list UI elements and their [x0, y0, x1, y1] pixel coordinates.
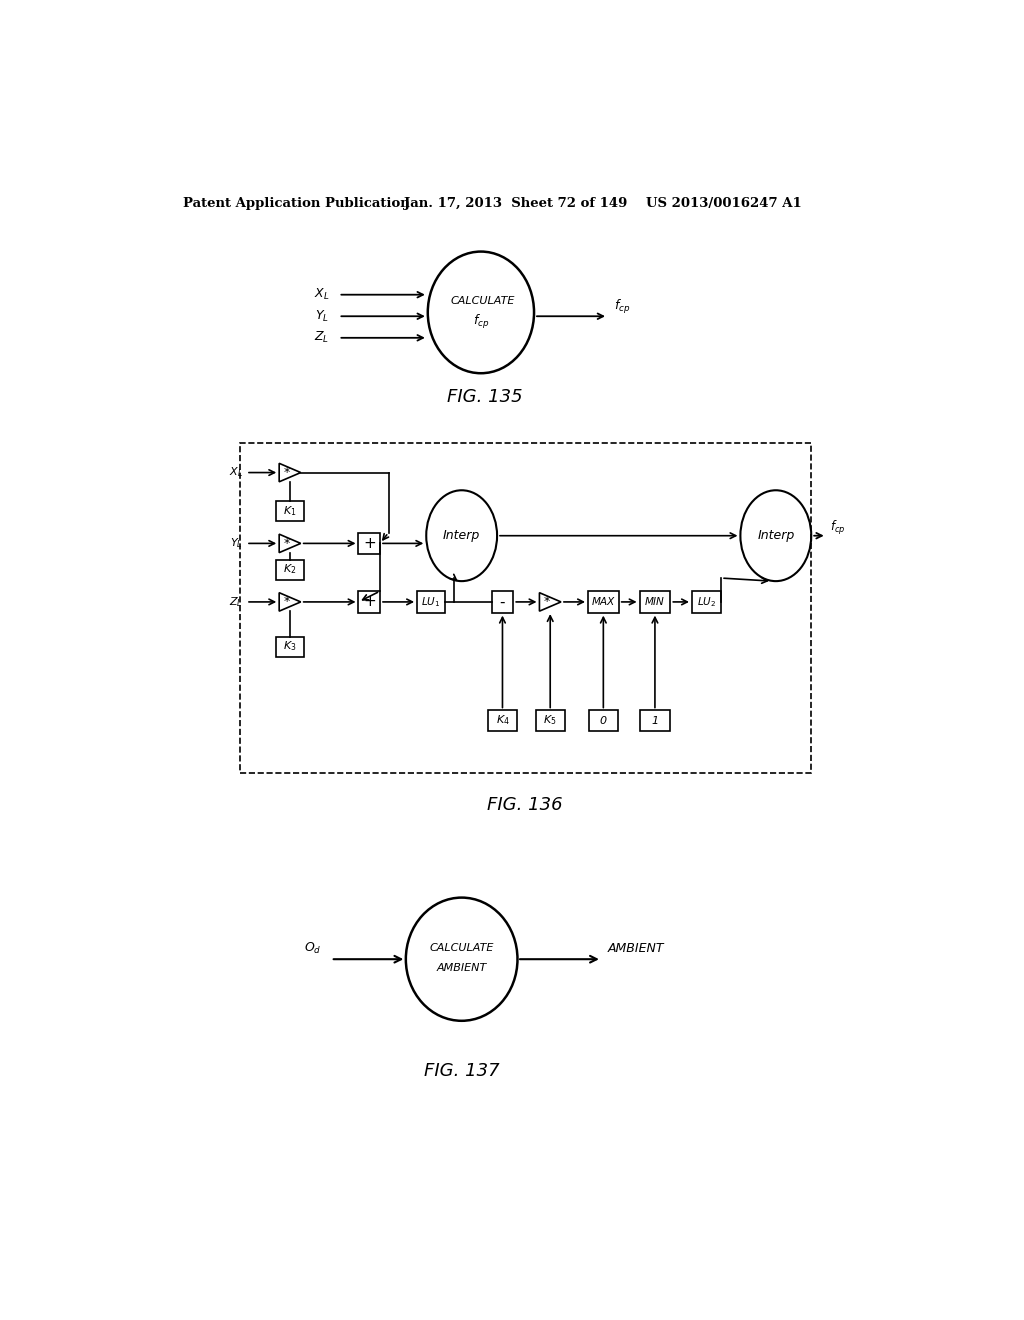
- Bar: [692, 591, 721, 612]
- Text: $X_L$: $X_L$: [313, 288, 330, 302]
- Text: *: *: [284, 595, 290, 609]
- Text: $K_1$: $K_1$: [284, 504, 297, 517]
- Text: $Z_L$: $Z_L$: [314, 330, 330, 346]
- Bar: [276, 502, 304, 521]
- Text: $O_d$: $O_d$: [304, 941, 322, 956]
- Text: Interp: Interp: [443, 529, 480, 543]
- Bar: [588, 591, 618, 612]
- Text: $Z_L$: $Z_L$: [229, 595, 243, 609]
- Text: $f_{cp}$: $f_{cp}$: [614, 298, 631, 315]
- Text: $f_{cp}$: $f_{cp}$: [473, 313, 489, 330]
- Bar: [358, 533, 380, 554]
- Bar: [417, 591, 444, 612]
- Text: Interp: Interp: [757, 529, 795, 543]
- Text: AMBIENT: AMBIENT: [436, 964, 486, 973]
- Text: $f_{cp}$: $f_{cp}$: [830, 519, 846, 537]
- Bar: [276, 560, 304, 579]
- Text: -: -: [500, 594, 505, 610]
- Text: $K_4$: $K_4$: [496, 714, 509, 727]
- Text: $Y_L$: $Y_L$: [315, 309, 330, 323]
- Bar: [640, 591, 671, 612]
- Text: $K_2$: $K_2$: [284, 562, 297, 577]
- Bar: [487, 710, 517, 730]
- Text: *: *: [284, 466, 290, 479]
- Bar: [492, 591, 513, 612]
- Text: Patent Application Publication: Patent Application Publication: [183, 197, 410, 210]
- Bar: [640, 710, 670, 730]
- Text: MAX: MAX: [592, 597, 615, 607]
- Text: *: *: [544, 595, 550, 609]
- Text: CALCULATE: CALCULATE: [451, 296, 515, 306]
- Text: $K_3$: $K_3$: [284, 640, 297, 653]
- Bar: [358, 591, 380, 612]
- Text: +: +: [362, 536, 376, 550]
- Text: Jan. 17, 2013  Sheet 72 of 149: Jan. 17, 2013 Sheet 72 of 149: [403, 197, 628, 210]
- Text: 0: 0: [600, 715, 607, 726]
- Text: FIG. 136: FIG. 136: [487, 796, 562, 814]
- Text: FIG. 135: FIG. 135: [446, 388, 522, 407]
- Bar: [536, 710, 565, 730]
- Text: $K_5$: $K_5$: [544, 714, 557, 727]
- Text: FIG. 137: FIG. 137: [424, 1061, 500, 1080]
- Text: *: *: [284, 537, 290, 550]
- Text: $X_L$: $X_L$: [229, 466, 243, 479]
- Bar: [589, 710, 617, 730]
- Text: $Y_L$: $Y_L$: [230, 536, 243, 550]
- Text: AMBIENT: AMBIENT: [608, 942, 665, 954]
- Bar: [276, 636, 304, 656]
- Text: $LU_1$: $LU_1$: [421, 595, 440, 609]
- Text: MIN: MIN: [645, 597, 665, 607]
- Text: US 2013/0016247 A1: US 2013/0016247 A1: [646, 197, 802, 210]
- Text: $LU_2$: $LU_2$: [697, 595, 716, 609]
- Bar: [240, 444, 811, 774]
- Text: +: +: [362, 594, 376, 610]
- Text: 1: 1: [651, 715, 658, 726]
- Text: CALCULATE: CALCULATE: [429, 944, 494, 953]
